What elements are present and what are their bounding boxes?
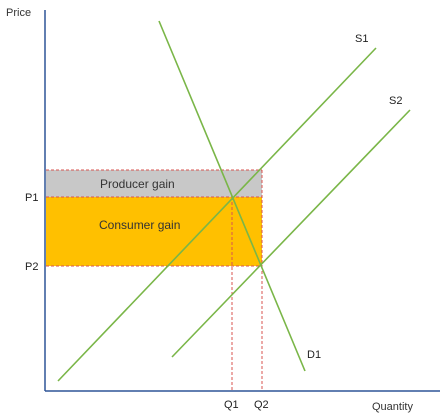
consumer-gain-label: Consumer gain	[99, 218, 180, 232]
q2-label: Q2	[254, 399, 269, 411]
supply-curve-s2	[171, 109, 411, 358]
curves	[57, 20, 411, 382]
y-axis-label: Price	[6, 7, 31, 19]
demand-curve-d1	[158, 20, 306, 372]
q1-label: Q1	[224, 399, 239, 411]
guide-lines	[46, 169, 263, 390]
s1-label: S1	[355, 33, 368, 45]
axes	[44, 10, 440, 392]
p2-label: P2	[25, 261, 38, 273]
producer-gain-label: Producer gain	[100, 177, 175, 191]
supply-curve-s1	[57, 47, 377, 382]
x-axis-label: Quantity	[372, 401, 413, 413]
p1-label: P1	[25, 192, 38, 204]
s2-label: S2	[389, 95, 402, 107]
consumer-gain-area	[46, 197, 262, 266]
d1-label: D1	[307, 349, 321, 361]
